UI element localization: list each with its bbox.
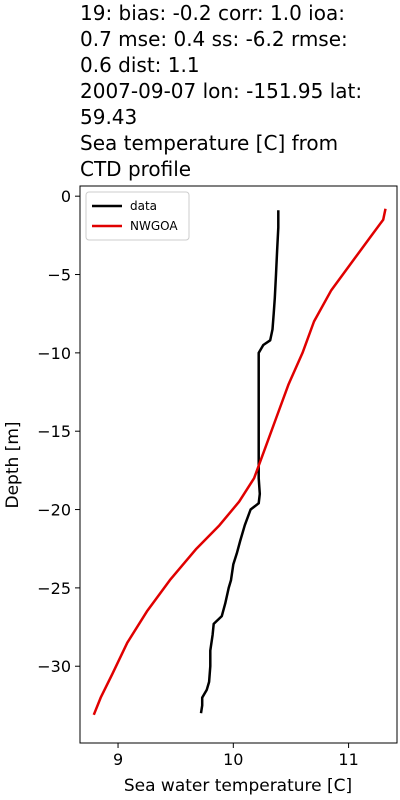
y-tick-label: −25	[37, 579, 71, 598]
title-line-7: CTD profile	[80, 157, 192, 181]
y-tick-label: −5	[47, 266, 71, 285]
y-tick-label: −15	[37, 422, 71, 441]
title-line-3: 0.6 dist: 1.1	[80, 53, 200, 77]
x-axis: 9 10 11	[113, 743, 359, 769]
y-axis-label: Depth [m]	[3, 421, 23, 508]
x-tick-label: 11	[338, 750, 358, 769]
title-line-1: 19: bias: -0.2 corr: 1.0 ioa:	[80, 1, 345, 25]
series-line-data	[199, 210, 280, 714]
title-line-6: Sea temperature [C] from	[80, 131, 339, 155]
legend-label-nwgoa: NWGOA	[130, 219, 178, 233]
y-tick-label: −20	[37, 501, 71, 520]
legend-box	[85, 191, 190, 241]
y-tick-label: −30	[37, 657, 71, 676]
legend: data NWGOA	[85, 191, 190, 241]
plot-frame	[79, 185, 398, 744]
series-line-nwgoa	[92, 208, 387, 716]
y-axis: 0 −5 −10 −15 −20 −25 −30	[37, 187, 80, 676]
title-line-2: 0.7 mse: 0.4 ss: -6.2 rmse:	[80, 27, 348, 51]
y-tick-label: 0	[61, 187, 71, 206]
y-tick-label: −10	[37, 344, 71, 363]
legend-label-data: data	[130, 199, 157, 213]
title-line-4: 2007-09-07 lon: -151.95 lat:	[80, 79, 363, 103]
x-axis-label: Sea water temperature [C]	[124, 776, 352, 796]
x-tick-label: 10	[223, 750, 243, 769]
series-layer	[92, 208, 387, 716]
title-line-5: 59.43	[80, 105, 138, 129]
chart-title: 19: bias: -0.2 corr: 1.0 ioa: 0.7 mse: 0…	[80, 0, 398, 182]
x-tick-label: 9	[113, 750, 123, 769]
